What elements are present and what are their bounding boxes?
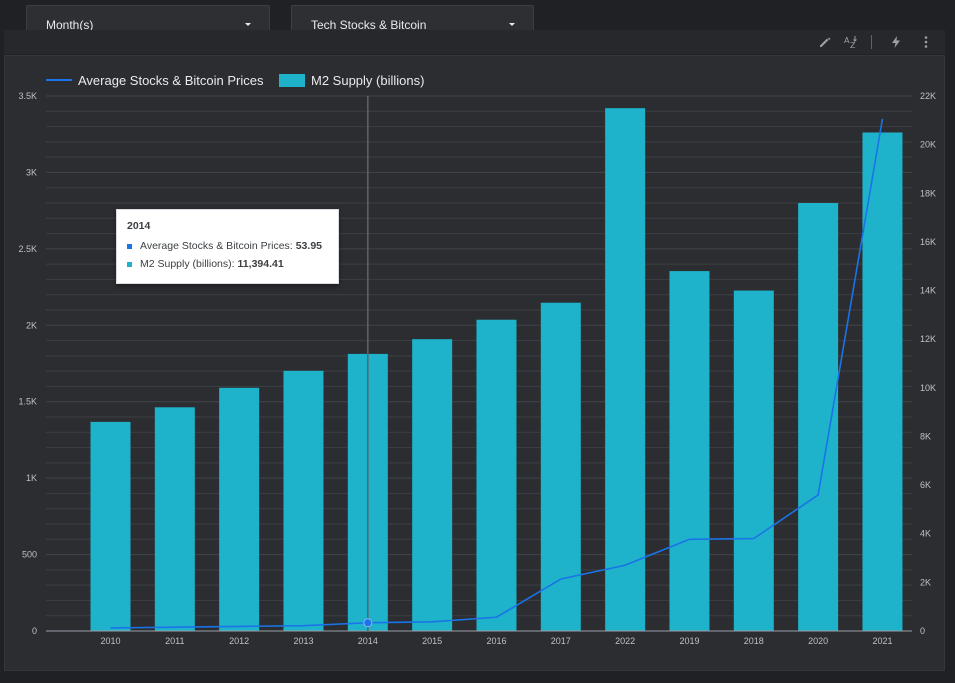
legend-item-bar[interactable]: M2 Supply (billions)	[279, 71, 424, 89]
legend-label-line: Average Stocks & Bitcoin Prices	[78, 72, 264, 88]
bar-2011	[154, 407, 195, 631]
chevron-down-icon	[509, 23, 515, 26]
pencil-icon[interactable]	[817, 34, 833, 50]
tooltip-line-value: 53.95	[295, 240, 322, 252]
y-right-tick-label: 10K	[920, 383, 936, 393]
x-tick-label: 2015	[422, 636, 442, 646]
tooltip-row-line: Average Stocks & Bitcoin Prices: 53.95	[127, 240, 328, 252]
svg-text:Z: Z	[850, 41, 856, 50]
bar-swatch	[279, 73, 305, 87]
sort-az-icon[interactable]: A Z	[843, 34, 859, 50]
x-tick-label: 2014	[358, 636, 378, 646]
svg-text:A: A	[844, 36, 850, 45]
legend-label-bar: M2 Supply (billions)	[311, 72, 425, 88]
y-left-tick-label: 3.5K	[18, 91, 37, 101]
toolbar-divider	[871, 35, 872, 49]
x-tick-label: 2021	[872, 636, 892, 646]
y-right-tick-label: 14K	[920, 286, 936, 296]
y-right-tick-label: 8K	[920, 431, 931, 441]
bar-2013	[283, 370, 324, 631]
tooltip-row-bar: M2 Supply (billions): 11,394.41	[127, 258, 328, 270]
tooltip-line-label: Average Stocks & Bitcoin Prices:	[140, 240, 293, 252]
chart-toolbar	[4, 30, 945, 54]
y-right-tick-label: 16K	[920, 237, 936, 247]
y-left-tick-label: 3K	[26, 167, 37, 177]
line-swatch	[46, 79, 72, 81]
bar-2012	[219, 387, 260, 631]
y-left-tick-label: 0	[32, 626, 37, 636]
chart-tooltip: 2014 Average Stocks & Bitcoin Prices: 53…	[116, 209, 339, 284]
tooltip-line-dot	[127, 243, 132, 249]
y-left-tick-label: 1K	[26, 473, 37, 483]
bar-2018	[733, 290, 774, 631]
legend-item-line[interactable]: Average Stocks & Bitcoin Prices	[46, 71, 263, 89]
bar-2016	[476, 319, 517, 631]
y-left-tick-label: 500	[22, 550, 37, 560]
x-tick-label: 2020	[808, 636, 828, 646]
chevron-down-icon	[245, 23, 251, 26]
x-tick-label: 2013	[293, 636, 313, 646]
line-point-2014	[363, 618, 373, 628]
x-tick-label: 2019	[679, 636, 699, 646]
x-tick-label: 2010	[100, 636, 120, 646]
lightning-icon[interactable]	[888, 34, 904, 50]
y-right-tick-label: 18K	[920, 188, 936, 198]
y-right-tick-label: 4K	[920, 529, 931, 539]
y-right-tick-label: 20K	[920, 140, 936, 150]
line-series-stocks-bitcoin	[110, 118, 884, 629]
bar-2021	[862, 132, 903, 631]
x-tick-label: 2018	[744, 636, 764, 646]
y-right-tick-label: 2K	[920, 577, 931, 587]
tooltip-bar-dot	[127, 261, 132, 267]
bar-2015	[412, 339, 453, 631]
tooltip-title: 2014	[127, 220, 151, 232]
x-tick-label: 2012	[229, 636, 249, 646]
bar-2019	[669, 271, 710, 631]
x-tick-label: 2011	[165, 636, 184, 646]
period-dropdown-label: Month(s)	[46, 18, 94, 32]
tooltip-bar-label: M2 Supply (billions):	[140, 258, 235, 270]
x-tick-label: 2022	[615, 636, 635, 646]
y-left-tick-label: 1.5K	[18, 397, 37, 407]
y-right-tick-label: 22K	[920, 91, 936, 101]
bar-2022	[605, 108, 646, 632]
y-left-tick-label: 2.5K	[18, 244, 37, 254]
y-right-tick-label: 0	[920, 626, 925, 636]
y-right-tick-label: 12K	[920, 334, 936, 344]
x-tick-label: 2017	[551, 636, 571, 646]
more-vert-icon[interactable]	[918, 34, 934, 50]
bar-2017	[540, 302, 581, 631]
tooltip-bar-value: 11,394.41	[237, 258, 284, 270]
x-tick-label: 2016	[486, 636, 506, 646]
y-right-tick-label: 6K	[920, 480, 931, 490]
bar-2010	[90, 421, 131, 631]
dataset-dropdown-label: Tech Stocks & Bitcoin	[311, 18, 427, 32]
y-left-tick-label: 2K	[26, 320, 37, 330]
